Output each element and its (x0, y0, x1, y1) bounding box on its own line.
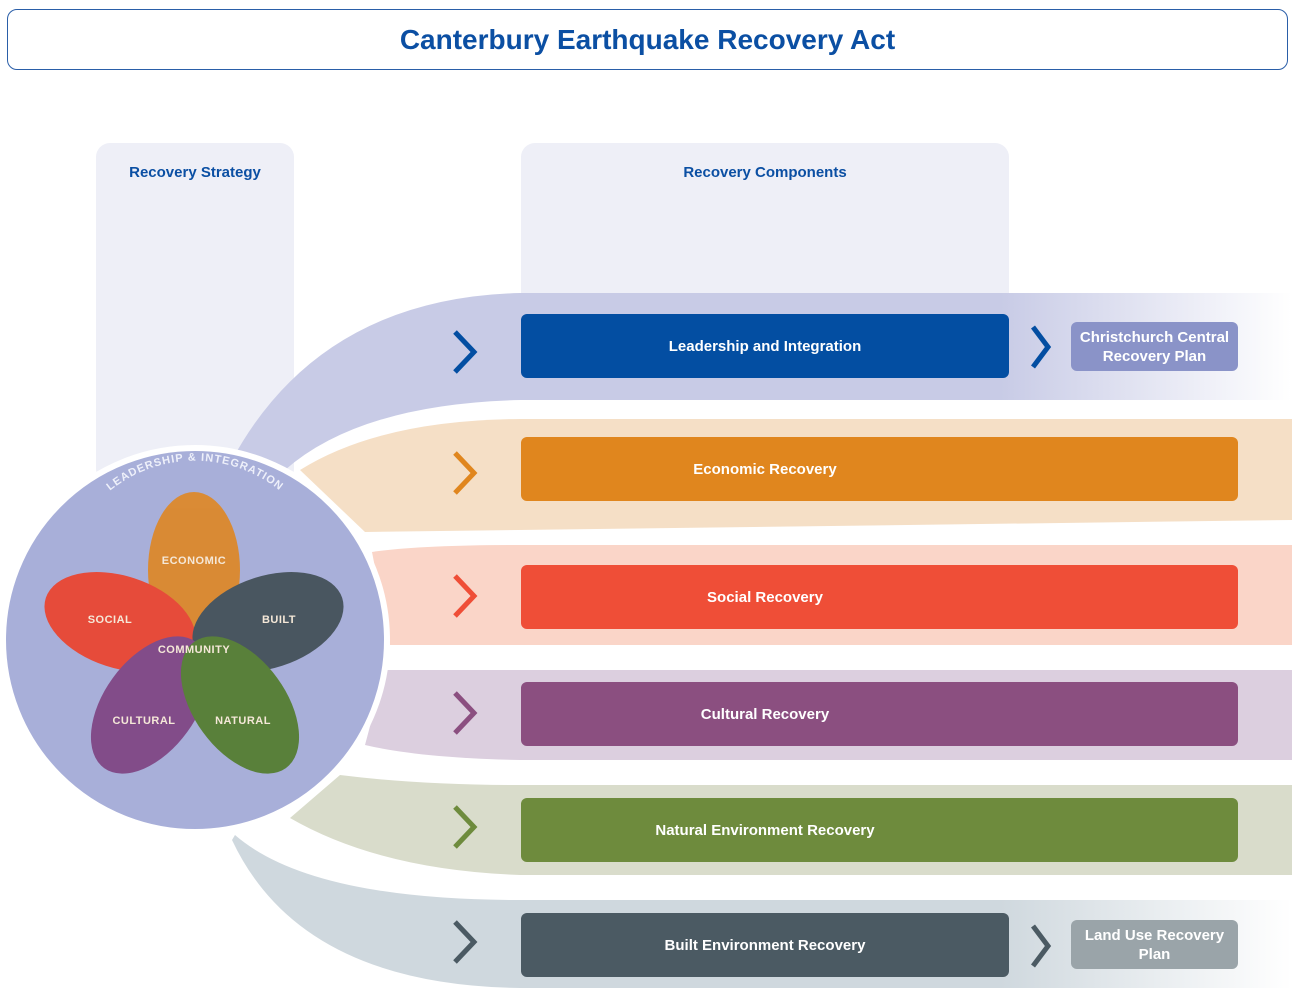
component-box: Cultural Recovery (521, 682, 1238, 746)
plan-box: Christchurch Central Recovery Plan (1071, 322, 1238, 371)
petal-label: BUILT (262, 614, 296, 626)
column-heading: Recovery Strategy (96, 164, 294, 181)
component-box: Social Recovery (521, 565, 1238, 629)
title: Canterbury Earthquake Recovery Act (7, 9, 1288, 70)
component-box: Built Environment Recovery (521, 913, 1009, 977)
petal-label: SOCIAL (88, 614, 133, 626)
petal-label: ECONOMIC (162, 555, 227, 567)
petal-label: NATURAL (215, 715, 271, 727)
component-box: Leadership and Integration (521, 314, 1009, 378)
page: LEADERSHIP & INTEGRATION ECONOMIC SOCIAL… (0, 0, 1292, 988)
component-box: Economic Recovery (521, 437, 1238, 501)
center-label: COMMUNITY (158, 644, 230, 656)
component-box: Natural Environment Recovery (521, 798, 1238, 862)
column-heading: Recovery Components (521, 164, 1009, 181)
plan-box: Land Use Recovery Plan (1071, 920, 1238, 969)
petal-label: CULTURAL (112, 715, 175, 727)
